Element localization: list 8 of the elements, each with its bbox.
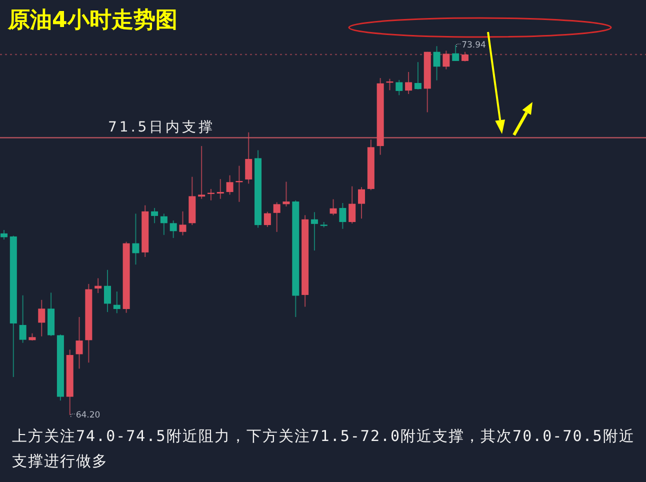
ref-line-label: 71.5日内支撑	[108, 120, 216, 136]
annotation: 64.20	[76, 410, 100, 420]
chart-title: 原油4小时走势图	[7, 8, 178, 33]
ref-line: 71.5日内支撑	[0, 120, 646, 138]
price-tag: 64.20	[70, 410, 100, 420]
annotation: 73.94	[462, 40, 486, 50]
price-tag: 73.94	[456, 40, 486, 50]
text: 上方关注74.0-74.5附近阻力，下方关注71.5-72.0附近支撑，其次70.0-70.5附近支撑进行做多	[12, 426, 636, 472]
